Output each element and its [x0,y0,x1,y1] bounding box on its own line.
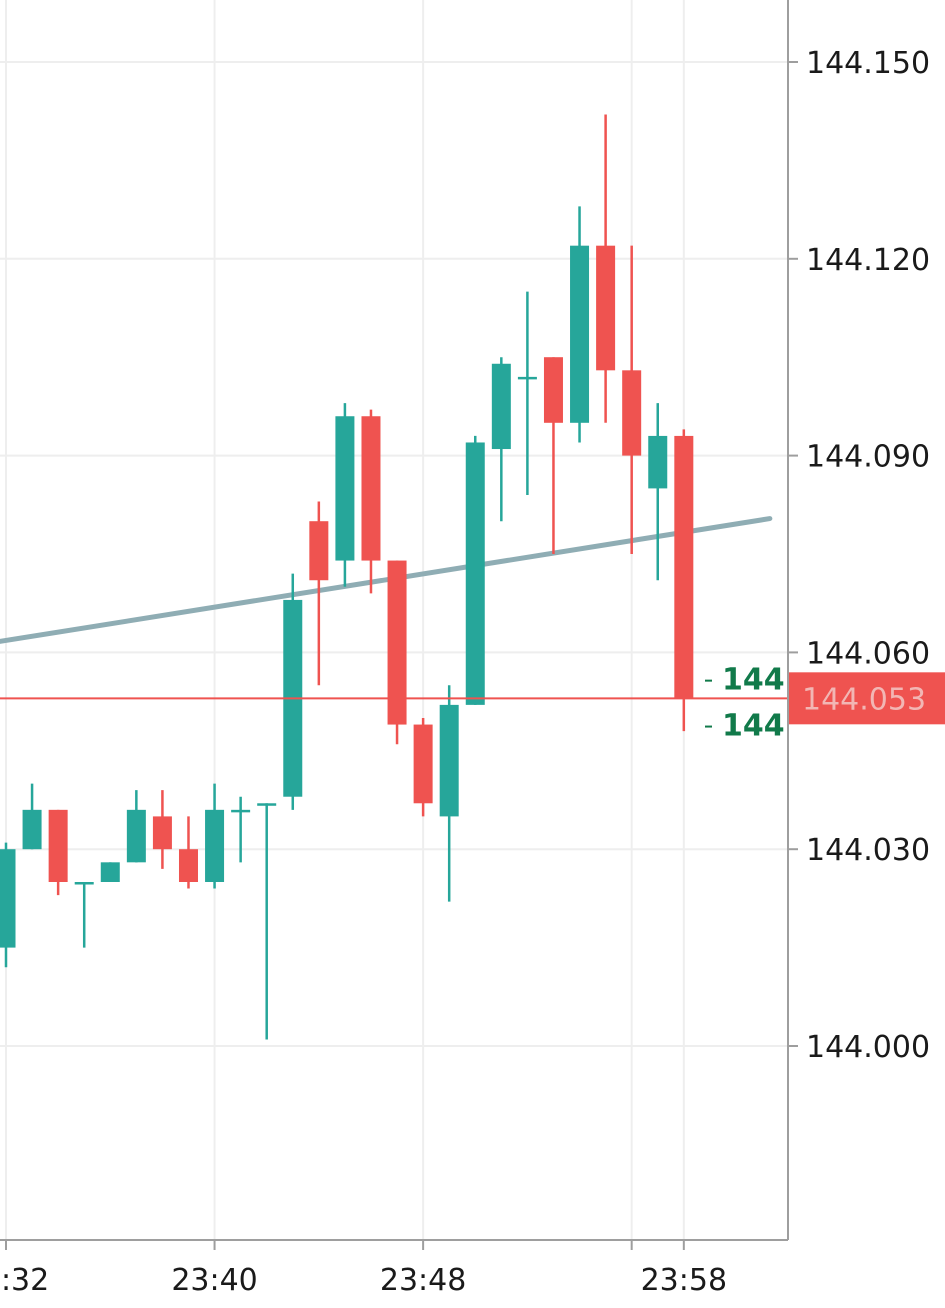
x-tick-label: 23:40 [171,1263,257,1298]
candle-body [335,416,355,561]
candle [674,429,694,732]
y-tick-label: 144.090 [806,440,930,475]
candle [100,862,120,882]
candle [74,882,94,948]
y-tick-label: 144.120 [806,243,930,278]
x-tick-label: 23:48 [380,1263,466,1298]
candle [570,206,590,443]
candle-body [648,435,668,489]
candle [0,842,16,968]
current-price-line-layer: 144.053 [0,672,945,725]
candle-body [361,416,381,561]
candle [648,403,668,581]
candle [465,435,485,705]
x-tick-label: 23:32 [0,1263,49,1298]
grid-lines [0,0,788,1240]
candle [257,803,277,1040]
candle [413,718,433,817]
candle [152,790,172,869]
side-label: 144. [722,709,796,744]
candle [22,783,42,850]
y-tick-label: 144.000 [806,1030,930,1065]
candle [387,560,407,745]
candle [543,357,563,554]
side-labels-layer: 144. 144. [705,663,796,744]
candle [335,403,355,587]
candle-body [309,521,329,581]
candle-body [674,435,694,699]
candle [48,809,68,896]
candle-body [622,370,642,456]
candle [231,796,251,863]
candle-body [413,724,433,804]
candle [309,501,329,686]
candle-body [570,245,590,423]
candle [491,357,511,522]
candle-body [126,809,146,863]
y-tick-label: 144.150 [806,46,930,81]
candle-body [543,357,563,423]
candle-body [178,849,198,882]
axes-layer [0,0,789,1241]
candle-body [152,816,172,850]
x-axis-ticks: 23:32 23:40 23:48 23:58 [0,1240,727,1298]
y-tick-label: 144.060 [806,636,930,671]
candle-body [439,704,459,817]
candle [283,573,303,810]
y-axis-ticks: 144.150 144.120 144.090 144.060 144.030 144.0… [788,46,930,1065]
candle-body [491,363,511,450]
candle [517,291,537,495]
candle [622,245,642,554]
trendline-layer [0,516,773,644]
candle [178,816,198,889]
trendline [0,516,773,644]
candle-body [517,376,537,380]
candle-body [100,862,120,882]
candles-layer [0,114,694,1040]
candle [205,783,225,889]
x-tick-label: 23:58 [641,1263,727,1298]
candle-body [22,809,42,850]
candle [126,790,146,863]
y-tick-label: 144.030 [806,833,930,868]
current-price-tag [788,672,945,725]
candle-body [231,809,251,813]
candle [596,114,616,423]
side-label: 144. [722,663,796,698]
candle-body [74,882,94,885]
current-price-label: 144.053 [802,682,926,717]
candle [439,685,459,902]
candle-body [465,442,485,705]
candle-body [387,560,407,725]
candle-body [0,849,16,948]
candle-body [48,809,68,882]
candle-body [596,245,616,371]
candle-body [257,803,277,806]
candle-body [205,809,225,882]
candle [361,409,381,594]
